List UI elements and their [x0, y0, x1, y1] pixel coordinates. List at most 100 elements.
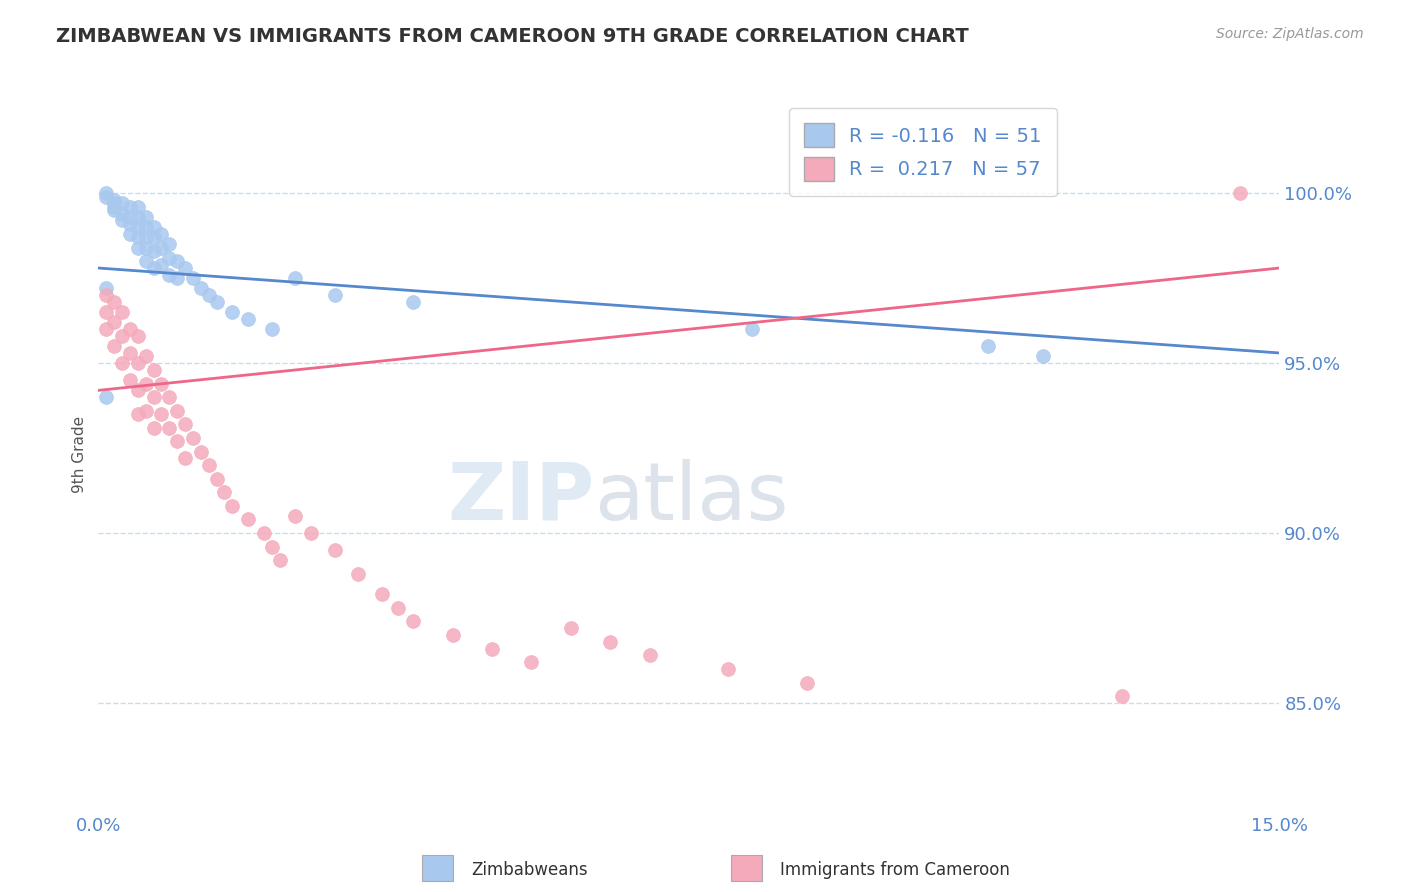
- Point: [103, 203, 125, 218]
- Point: [142, 421, 165, 435]
- Point: [221, 499, 243, 513]
- Point: [166, 434, 188, 449]
- Point: [118, 346, 141, 360]
- Point: [142, 230, 165, 244]
- Point: [236, 512, 259, 526]
- Point: [174, 260, 197, 275]
- Point: [103, 200, 125, 214]
- Point: [190, 444, 212, 458]
- Point: [323, 288, 346, 302]
- Point: [977, 339, 1000, 353]
- Point: [127, 210, 149, 224]
- Point: [150, 376, 173, 391]
- Point: [157, 421, 180, 435]
- Point: [118, 210, 141, 224]
- Point: [520, 655, 543, 669]
- Point: [166, 254, 188, 268]
- Text: Source: ZipAtlas.com: Source: ZipAtlas.com: [1216, 27, 1364, 41]
- Point: [142, 390, 165, 404]
- Text: Zimbabweans: Zimbabweans: [471, 861, 588, 879]
- Point: [1111, 689, 1133, 703]
- Point: [135, 210, 157, 224]
- Point: [118, 200, 141, 214]
- Text: Immigrants from Cameroon: Immigrants from Cameroon: [780, 861, 1010, 879]
- Point: [111, 207, 134, 221]
- Point: [150, 407, 173, 421]
- Point: [253, 526, 276, 541]
- Point: [96, 322, 118, 336]
- Point: [103, 315, 125, 329]
- Point: [135, 403, 157, 417]
- Point: [118, 217, 141, 231]
- Point: [205, 295, 228, 310]
- Point: [796, 675, 818, 690]
- Point: [96, 305, 118, 319]
- Text: ZIP: ZIP: [447, 458, 595, 537]
- Point: [135, 376, 157, 391]
- Point: [441, 628, 464, 642]
- Point: [481, 641, 503, 656]
- Point: [181, 431, 204, 445]
- Point: [142, 244, 165, 258]
- Point: [127, 329, 149, 343]
- Point: [174, 417, 197, 432]
- Point: [157, 390, 180, 404]
- Point: [118, 322, 141, 336]
- Text: ZIMBABWEAN VS IMMIGRANTS FROM CAMEROON 9TH GRADE CORRELATION CHART: ZIMBABWEAN VS IMMIGRANTS FROM CAMEROON 9…: [56, 27, 969, 45]
- Point: [96, 390, 118, 404]
- Point: [111, 329, 134, 343]
- Point: [150, 241, 173, 255]
- Point: [127, 241, 149, 255]
- Point: [236, 312, 259, 326]
- Point: [638, 648, 661, 663]
- Point: [284, 509, 307, 524]
- Point: [197, 458, 219, 472]
- Point: [96, 186, 118, 201]
- Point: [135, 254, 157, 268]
- Point: [111, 305, 134, 319]
- Point: [118, 227, 141, 241]
- Point: [181, 271, 204, 285]
- Point: [387, 600, 409, 615]
- Point: [174, 451, 197, 466]
- Point: [260, 322, 283, 336]
- Point: [135, 241, 157, 255]
- Point: [599, 635, 621, 649]
- Point: [205, 472, 228, 486]
- Point: [142, 260, 165, 275]
- Point: [135, 350, 157, 364]
- Point: [1229, 186, 1251, 201]
- Point: [221, 305, 243, 319]
- Point: [347, 566, 370, 581]
- Point: [103, 193, 125, 207]
- Y-axis label: 9th Grade: 9th Grade: [72, 417, 87, 493]
- Point: [111, 213, 134, 227]
- Point: [157, 268, 180, 282]
- Point: [284, 271, 307, 285]
- Point: [157, 237, 180, 252]
- Point: [127, 407, 149, 421]
- Point: [402, 295, 425, 310]
- Point: [150, 227, 173, 241]
- Point: [197, 288, 219, 302]
- Point: [717, 662, 740, 676]
- Point: [157, 251, 180, 265]
- Point: [260, 540, 283, 554]
- Point: [111, 196, 134, 211]
- Point: [142, 363, 165, 377]
- Point: [111, 356, 134, 370]
- Point: [402, 615, 425, 629]
- Point: [135, 220, 157, 235]
- Point: [127, 200, 149, 214]
- Point: [166, 403, 188, 417]
- Point: [741, 322, 763, 336]
- Point: [269, 553, 291, 567]
- Point: [127, 384, 149, 398]
- Point: [1032, 350, 1054, 364]
- Point: [214, 485, 236, 500]
- Point: [371, 587, 394, 601]
- Point: [299, 526, 322, 541]
- Point: [103, 295, 125, 310]
- Point: [323, 543, 346, 558]
- Point: [96, 189, 118, 203]
